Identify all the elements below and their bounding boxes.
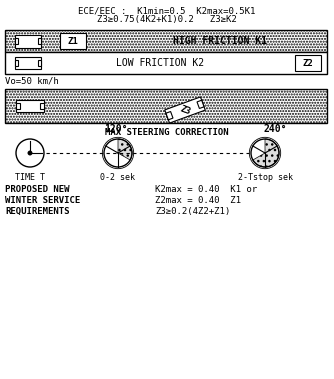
Bar [15,57,41,69]
Text: Z3≥0.2(4Z2+Z1): Z3≥0.2(4Z2+Z1) [155,207,230,216]
Wedge shape [253,139,279,167]
Bar [5,52,327,74]
Text: TIME T: TIME T [15,173,45,182]
Bar [165,97,205,123]
Text: K2max = 0.40  K1 or: K2max = 0.40 K1 or [155,185,257,194]
Bar [5,30,327,52]
Circle shape [28,151,32,155]
Text: Z3≥0.75(4K2+K1)0.2   Z3≥K2: Z3≥0.75(4K2+K1)0.2 Z3≥K2 [97,15,237,24]
Bar [60,33,86,49]
Bar [15,38,18,44]
Text: MAX STEERING CORRECTION: MAX STEERING CORRECTION [105,128,229,137]
Bar [16,103,20,109]
Bar [16,100,44,112]
Text: ECE/EEC :  K1min=0.5  K2max=0.5K1: ECE/EEC : K1min=0.5 K2max=0.5K1 [78,6,256,15]
Bar [38,38,41,44]
Bar [15,34,41,47]
Text: Z1: Z1 [67,36,78,45]
Text: 240°: 240° [263,124,287,134]
Wedge shape [118,139,132,160]
Bar [5,89,327,123]
Text: HIGH FRICTION K1: HIGH FRICTION K1 [173,36,267,46]
Bar [40,103,44,109]
Bar [38,60,41,66]
Text: PROPOSED NEW: PROPOSED NEW [5,185,69,194]
Text: 120°: 120° [104,124,128,134]
Text: Z3: Z3 [178,104,192,116]
Text: LOW FRICTION K2: LOW FRICTION K2 [116,58,204,68]
Bar [295,55,321,71]
Text: REQUIREMENTS: REQUIREMENTS [5,207,69,216]
Text: 0-2 sek: 0-2 sek [101,173,136,182]
Bar [197,100,204,108]
Bar [15,60,18,66]
Text: Z2: Z2 [303,58,313,67]
Text: Z2max = 0.40  Z1: Z2max = 0.40 Z1 [155,196,241,205]
Bar [166,111,173,120]
Text: WINTER SERVICE: WINTER SERVICE [5,196,80,205]
Text: Vo=50 km/h: Vo=50 km/h [5,77,59,86]
Text: 2-Tstop sek: 2-Tstop sek [237,173,293,182]
